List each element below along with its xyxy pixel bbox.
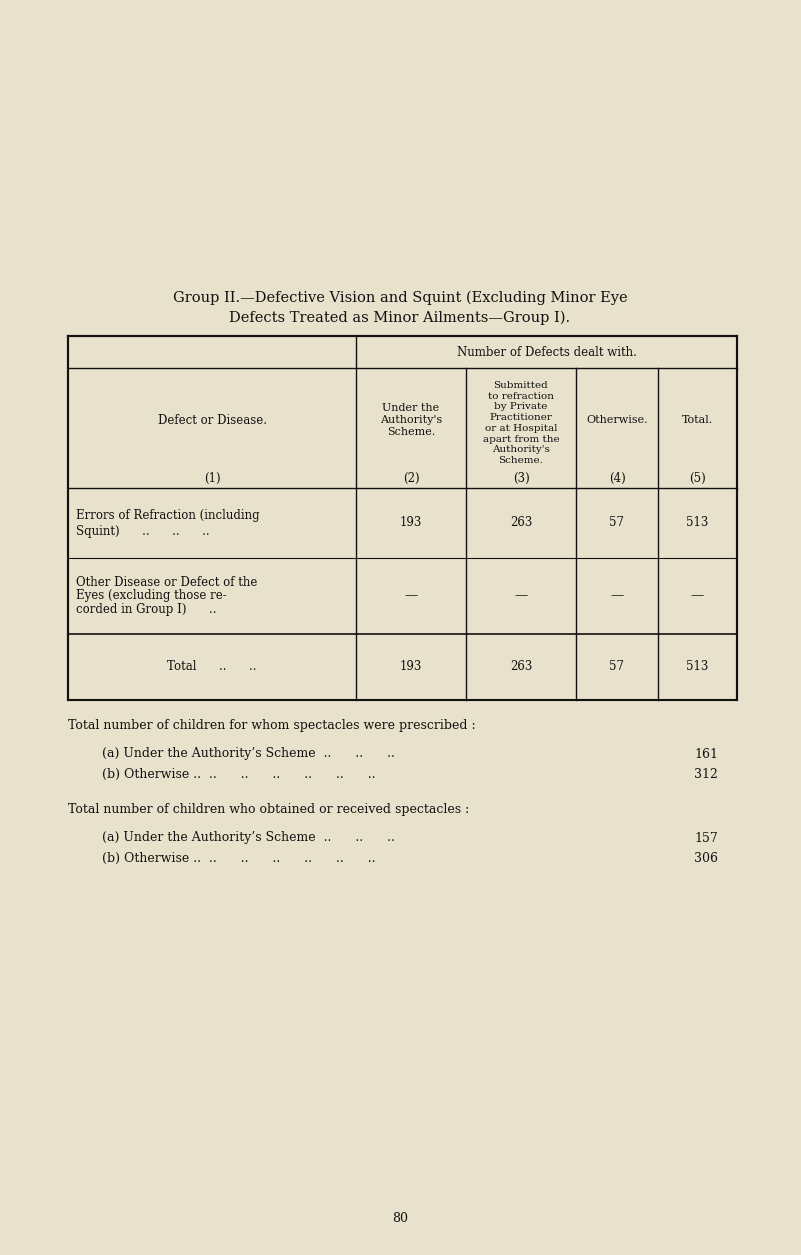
Text: —: — bbox=[610, 590, 624, 602]
Text: Defect or Disease.: Defect or Disease. bbox=[158, 413, 267, 427]
Text: Errors of Refraction (including: Errors of Refraction (including bbox=[76, 510, 260, 522]
Text: (a) Under the Authority’s Scheme  ..      ..      ..: (a) Under the Authority’s Scheme .. .. .… bbox=[102, 832, 395, 845]
Text: Under the
Authority's
Scheme.: Under the Authority's Scheme. bbox=[380, 403, 442, 438]
Text: Total      ..      ..: Total .. .. bbox=[167, 660, 257, 674]
Text: 193: 193 bbox=[400, 517, 422, 530]
Text: Other Disease or Defect of the: Other Disease or Defect of the bbox=[76, 576, 257, 589]
Text: 513: 513 bbox=[686, 517, 709, 530]
Text: (b) Otherwise ..  ..      ..      ..      ..      ..      ..: (b) Otherwise .. .. .. .. .. .. .. bbox=[102, 768, 376, 781]
Text: Squint)      ..      ..      ..: Squint) .. .. .. bbox=[76, 526, 210, 538]
Text: —: — bbox=[405, 590, 417, 602]
Text: 80: 80 bbox=[392, 1211, 408, 1225]
Text: (b) Otherwise ..  ..      ..      ..      ..      ..      ..: (b) Otherwise .. .. .. .. .. .. .. bbox=[102, 851, 376, 865]
Text: Total number of children who obtained or received spectacles :: Total number of children who obtained or… bbox=[68, 803, 469, 817]
Text: 263: 263 bbox=[509, 660, 532, 674]
Text: (5): (5) bbox=[689, 472, 706, 484]
Text: 193: 193 bbox=[400, 660, 422, 674]
Text: Eyes (excluding those re-: Eyes (excluding those re- bbox=[76, 590, 227, 602]
Text: (3): (3) bbox=[513, 472, 529, 484]
Text: (4): (4) bbox=[609, 472, 626, 484]
Text: Defects Treated as Minor Ailments—Group I).: Defects Treated as Minor Ailments—Group … bbox=[229, 311, 570, 325]
Text: 157: 157 bbox=[694, 832, 718, 845]
Text: corded in Group I)      ..: corded in Group I) .. bbox=[76, 604, 216, 616]
Text: (1): (1) bbox=[203, 472, 220, 484]
Text: Number of Defects dealt with.: Number of Defects dealt with. bbox=[457, 345, 637, 359]
Text: —: — bbox=[514, 590, 528, 602]
Text: 513: 513 bbox=[686, 660, 709, 674]
Text: 161: 161 bbox=[694, 748, 718, 761]
Text: (a) Under the Authority’s Scheme  ..      ..      ..: (a) Under the Authority’s Scheme .. .. .… bbox=[102, 748, 395, 761]
Text: 263: 263 bbox=[509, 517, 532, 530]
Text: 306: 306 bbox=[694, 851, 718, 865]
Text: 57: 57 bbox=[610, 660, 625, 674]
Text: Group II.—Defective Vision and Squint (Excluding Minor Eye: Group II.—Defective Vision and Squint (E… bbox=[173, 291, 627, 305]
Text: —: — bbox=[691, 590, 704, 602]
Text: Total.: Total. bbox=[682, 415, 713, 425]
Text: 57: 57 bbox=[610, 517, 625, 530]
Text: Otherwise.: Otherwise. bbox=[586, 415, 648, 425]
Text: (2): (2) bbox=[403, 472, 419, 484]
Text: 312: 312 bbox=[694, 768, 718, 781]
Text: Total number of children for whom spectacles were prescribed :: Total number of children for whom specta… bbox=[68, 719, 476, 733]
Text: Submitted
to refraction
by Private
Practitioner
or at Hospital
apart from the
Au: Submitted to refraction by Private Pract… bbox=[483, 380, 559, 466]
